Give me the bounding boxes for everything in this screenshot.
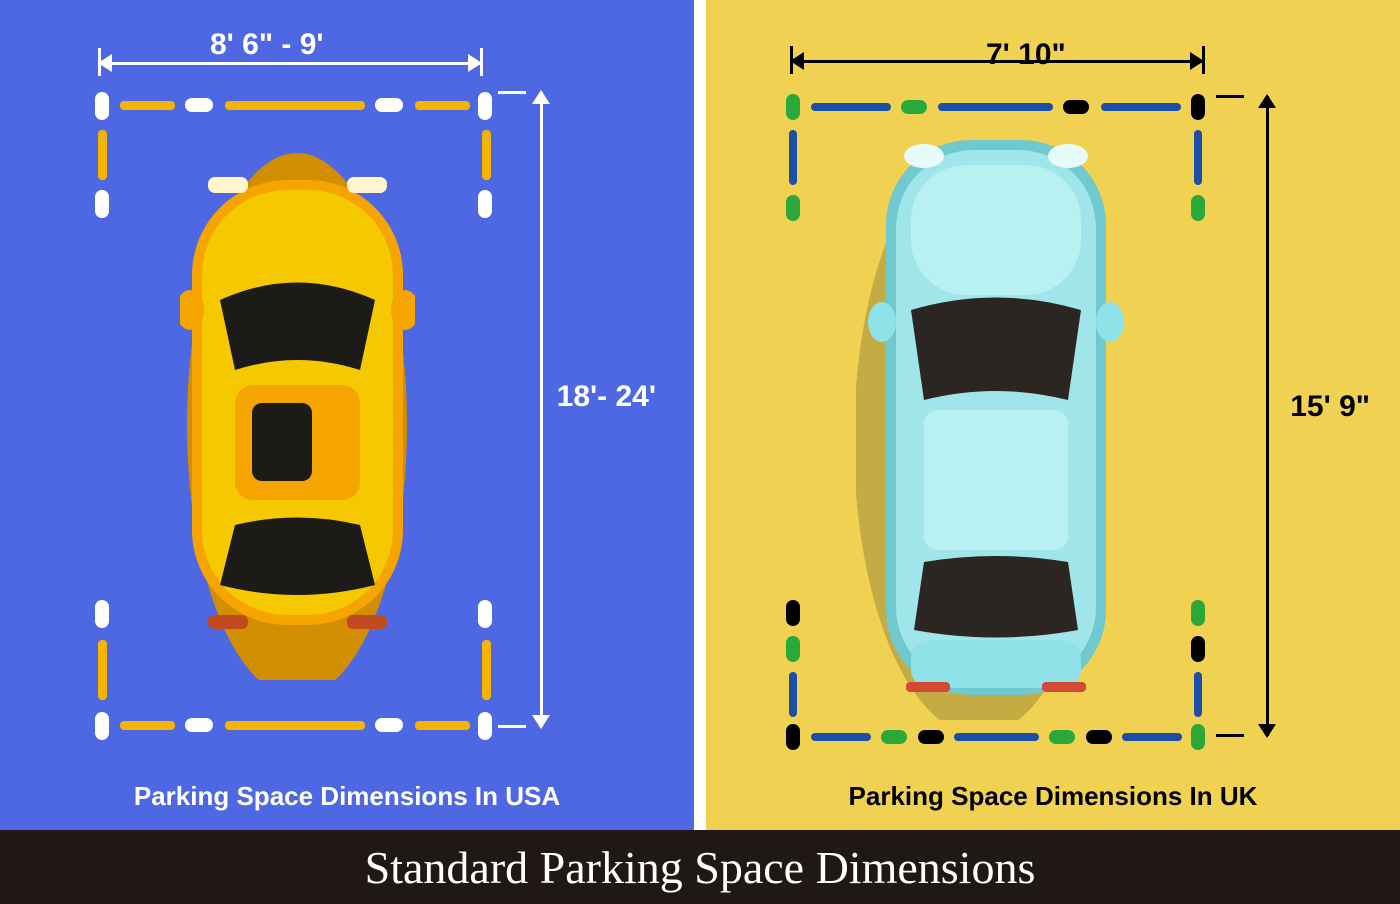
uk-height-arrow [1266,96,1269,736]
main-title: Standard Parking Space Dimensions [365,841,1036,894]
uk-car-icon [856,110,1136,720]
panel-usa: 8' 6" - 9' 18'- 24' [0,0,694,830]
usa-car-icon [180,125,415,680]
uk-caption: Parking Space Dimensions In UK [706,781,1400,812]
uk-height-label: 15' 9" [1290,390,1370,424]
panel-uk: 7' 10" 15' 9" [706,0,1400,830]
title-bar: Standard Parking Space Dimensions [0,830,1400,904]
usa-width-arrow [100,62,480,65]
usa-height-label: 18'- 24' [557,380,656,414]
usa-height-arrow [540,92,543,727]
usa-width-label: 8' 6" - 9' [210,28,324,62]
usa-caption: Parking Space Dimensions In USA [0,781,694,812]
uk-width-label: 7' 10" [986,38,1066,72]
